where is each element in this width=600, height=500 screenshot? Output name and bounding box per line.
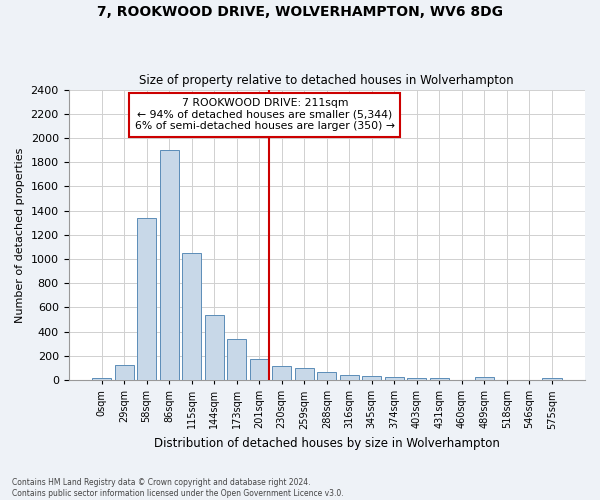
Bar (340, 374, 359, 380)
Bar (385, 376, 404, 380)
Title: Size of property relative to detached houses in Wolverhampton: Size of property relative to detached ho… (139, 74, 514, 87)
Bar (272, 366, 291, 380)
Bar (137, 218, 156, 380)
Bar (92, 378, 111, 380)
Bar (182, 253, 201, 380)
Bar (227, 339, 246, 380)
Bar (295, 368, 314, 380)
Bar (430, 378, 449, 380)
Text: 7 ROOKWOOD DRIVE: 211sqm
← 94% of detached houses are smaller (5,344)
6% of semi: 7 ROOKWOOD DRIVE: 211sqm ← 94% of detach… (135, 98, 395, 132)
Bar (542, 378, 562, 380)
Bar (317, 372, 337, 380)
Bar (160, 150, 179, 380)
X-axis label: Distribution of detached houses by size in Wolverhampton: Distribution of detached houses by size … (154, 437, 500, 450)
Bar (362, 376, 382, 380)
Bar (250, 359, 269, 380)
Bar (407, 378, 427, 380)
Bar (205, 315, 224, 380)
Text: Contains HM Land Registry data © Crown copyright and database right 2024.
Contai: Contains HM Land Registry data © Crown c… (12, 478, 344, 498)
Y-axis label: Number of detached properties: Number of detached properties (15, 147, 25, 322)
Bar (115, 365, 134, 380)
Bar (475, 377, 494, 380)
Text: 7, ROOKWOOD DRIVE, WOLVERHAMPTON, WV6 8DG: 7, ROOKWOOD DRIVE, WOLVERHAMPTON, WV6 8D… (97, 5, 503, 19)
